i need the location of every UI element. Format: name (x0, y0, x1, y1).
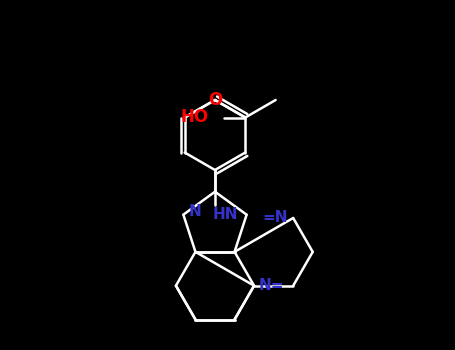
Text: HO: HO (181, 108, 209, 126)
Text: O: O (208, 91, 222, 109)
Text: =N: =N (263, 210, 288, 225)
Text: N: N (188, 204, 201, 219)
Text: N=: N= (259, 278, 284, 293)
Text: HN: HN (213, 207, 238, 222)
